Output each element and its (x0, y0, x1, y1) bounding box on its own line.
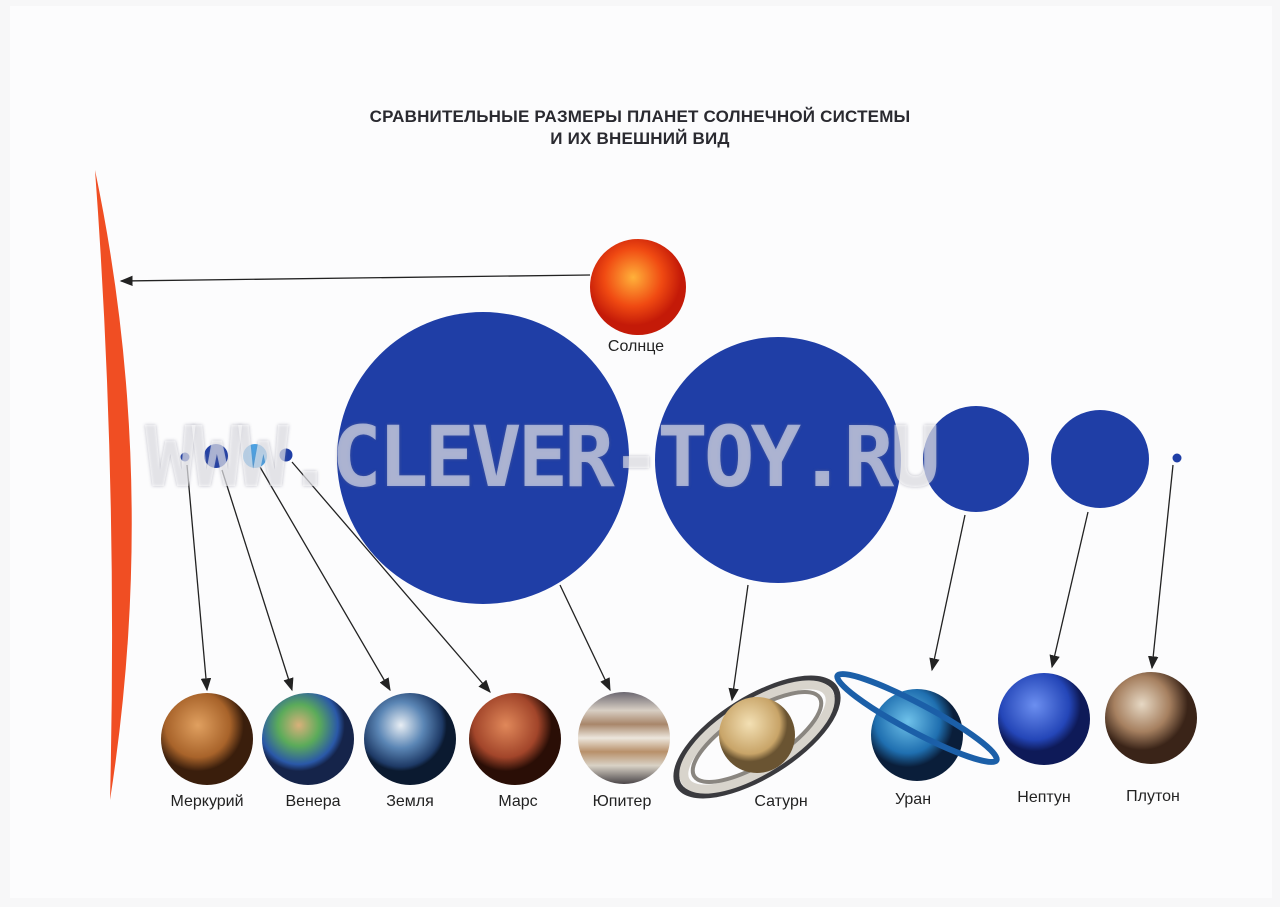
uranus-arrow (929, 514, 966, 672)
neptune-image (998, 673, 1090, 765)
watermark: WWW.CLEVER-TOY.RU (145, 408, 941, 506)
saturn-scale-circle (655, 337, 901, 583)
pluto-arrow (1148, 464, 1174, 670)
mars-image (469, 693, 561, 785)
planet-label-mars: Марс (498, 793, 538, 810)
sun-arrow (119, 274, 591, 287)
mercury-image (161, 693, 253, 785)
earth-arrow (259, 466, 391, 692)
jupiter-scale-circle (337, 312, 629, 604)
earth-image (364, 693, 456, 785)
mars-arrow (291, 461, 491, 693)
planet-label-pluto: Плутон (1126, 788, 1180, 805)
sun-label: Солнце (607, 338, 665, 355)
jupiter-image (578, 692, 670, 784)
scale-circles (180, 312, 1182, 604)
pluto-scale-circle (1172, 453, 1182, 463)
title-line-1: СРАВНИТЕЛЬНЫЕ РАЗМЕРЫ ПЛАНЕТ СОЛНЕЧНОЙ С… (369, 107, 911, 126)
planet-label-mercury: Меркурий (170, 793, 244, 810)
sun-image (590, 239, 686, 335)
planet-label-saturn: Сатурн (754, 793, 808, 810)
venus-arrow (221, 469, 294, 692)
venus-scale-circle (204, 444, 228, 468)
title-line-2: И ИХ ВНЕШНИЙ ВИД (550, 129, 730, 148)
uranus-scale-circle (923, 406, 1029, 512)
uranus-image (834, 670, 1000, 781)
sun-scale-arc (95, 170, 132, 800)
jupiter-arrow (559, 584, 611, 692)
neptune-scale-circle (1051, 410, 1149, 508)
planet-label-jupiter: Юпитер (592, 793, 652, 810)
planet-label-earth: Земля (386, 793, 434, 810)
neptune-arrow (1049, 511, 1089, 669)
mercury-arrow (186, 464, 212, 692)
earth-scale-circle (243, 444, 267, 468)
mercury-scale-circle (180, 452, 190, 462)
pluto-image (1105, 672, 1197, 764)
planet-label-uranus: Уран (894, 791, 932, 808)
venus-image (262, 693, 354, 785)
mars-scale-circle (279, 448, 293, 462)
planet-label-venus: Венера (285, 793, 341, 810)
planet-label-neptune: Нептун (1017, 789, 1071, 806)
saturn-arrow (728, 584, 749, 702)
